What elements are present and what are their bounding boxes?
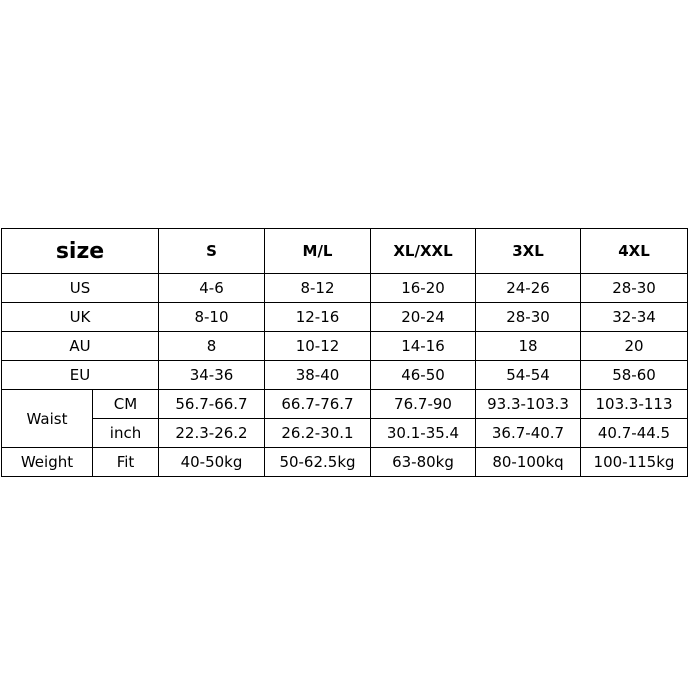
table-row-uk: UK 8-10 12-16 20-24 28-30 32-34 <box>1 302 688 332</box>
size-header: size <box>1 228 159 274</box>
table-row-waist-inch: inch 22.3-26.2 26.2-30.1 30.1-35.4 36.7-… <box>2 418 688 448</box>
cell: 93.3-103.3 <box>475 389 581 419</box>
table-row-weight: Weight Fit 40-50kg 50-62.5kg 63-80kg 80-… <box>1 447 688 477</box>
cell: 28-30 <box>580 273 688 303</box>
cell: 66.7-76.7 <box>264 389 371 419</box>
row-label: US <box>1 273 159 303</box>
cell: 20 <box>580 331 688 361</box>
header-row: size S M/L XL/XXL 3XL 4XL <box>1 228 688 274</box>
cell: 22.3-26.2 <box>158 418 265 448</box>
cell: 8 <box>158 331 265 361</box>
size-column-header: 3XL <box>475 228 581 274</box>
row-label: AU <box>1 331 159 361</box>
cell: 100-115kg <box>580 447 688 477</box>
cell: 20-24 <box>370 302 476 332</box>
cell: 32-34 <box>580 302 688 332</box>
cell: 12-16 <box>264 302 371 332</box>
sub-label: inch <box>92 418 159 448</box>
cell: 24-26 <box>475 273 581 303</box>
cell: 46-50 <box>370 360 476 390</box>
cell: 103.3-113 <box>580 389 688 419</box>
cell: 38-40 <box>264 360 371 390</box>
table-row-us: US 4-6 8-12 16-20 24-26 28-30 <box>1 273 688 303</box>
cell: 26.2-30.1 <box>264 418 371 448</box>
size-column-header: XL/XXL <box>370 228 476 274</box>
cell: 28-30 <box>475 302 581 332</box>
size-column-header: M/L <box>264 228 371 274</box>
cell: 56.7-66.7 <box>158 389 265 419</box>
cell: 40-50kg <box>158 447 265 477</box>
size-column-header: S <box>158 228 265 274</box>
sub-label: CM <box>92 389 159 419</box>
row-label: Waist <box>1 389 93 448</box>
cell: 58-60 <box>580 360 688 390</box>
cell: 8-12 <box>264 273 371 303</box>
cell: 50-62.5kg <box>264 447 371 477</box>
sub-label: Fit <box>92 447 159 477</box>
row-label: UK <box>1 302 159 332</box>
cell: 4-6 <box>158 273 265 303</box>
table-row-waist-cm: Waist CM 56.7-66.7 66.7-76.7 76.7-90 93.… <box>1 389 688 448</box>
row-label: Weight <box>1 447 93 477</box>
cell: 76.7-90 <box>370 389 476 419</box>
cell: 40.7-44.5 <box>580 418 688 448</box>
cell: 36.7-40.7 <box>475 418 581 448</box>
cell: 30.1-35.4 <box>370 418 476 448</box>
size-column-header: 4XL <box>580 228 688 274</box>
size-chart-table: size S M/L XL/XXL 3XL 4XL US 4-6 8-12 16… <box>1 228 688 477</box>
cell: 18 <box>475 331 581 361</box>
cell: 16-20 <box>370 273 476 303</box>
cell: 80-100kq <box>475 447 581 477</box>
cell: 8-10 <box>158 302 265 332</box>
cell: 63-80kg <box>370 447 476 477</box>
table-row-au: AU 8 10-12 14-16 18 20 <box>1 331 688 361</box>
row-label: EU <box>1 360 159 390</box>
table-row-eu: EU 34-36 38-40 46-50 54-54 58-60 <box>1 360 688 390</box>
cell: 10-12 <box>264 331 371 361</box>
cell: 54-54 <box>475 360 581 390</box>
cell: 34-36 <box>158 360 265 390</box>
cell: 14-16 <box>370 331 476 361</box>
